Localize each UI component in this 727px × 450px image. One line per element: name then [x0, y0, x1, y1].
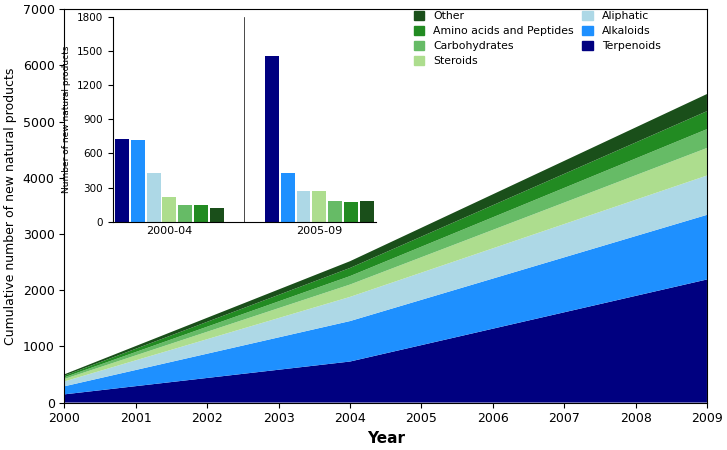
Legend: Other, Amino acids and Peptides, Carbohydrates, Steroids, Aliphatic, Alkaloids, : Other, Amino acids and Peptides, Carbohy… — [414, 11, 661, 66]
Y-axis label: Cumulative number of new natural products: Cumulative number of new natural product… — [4, 67, 17, 345]
X-axis label: Year: Year — [366, 431, 405, 446]
